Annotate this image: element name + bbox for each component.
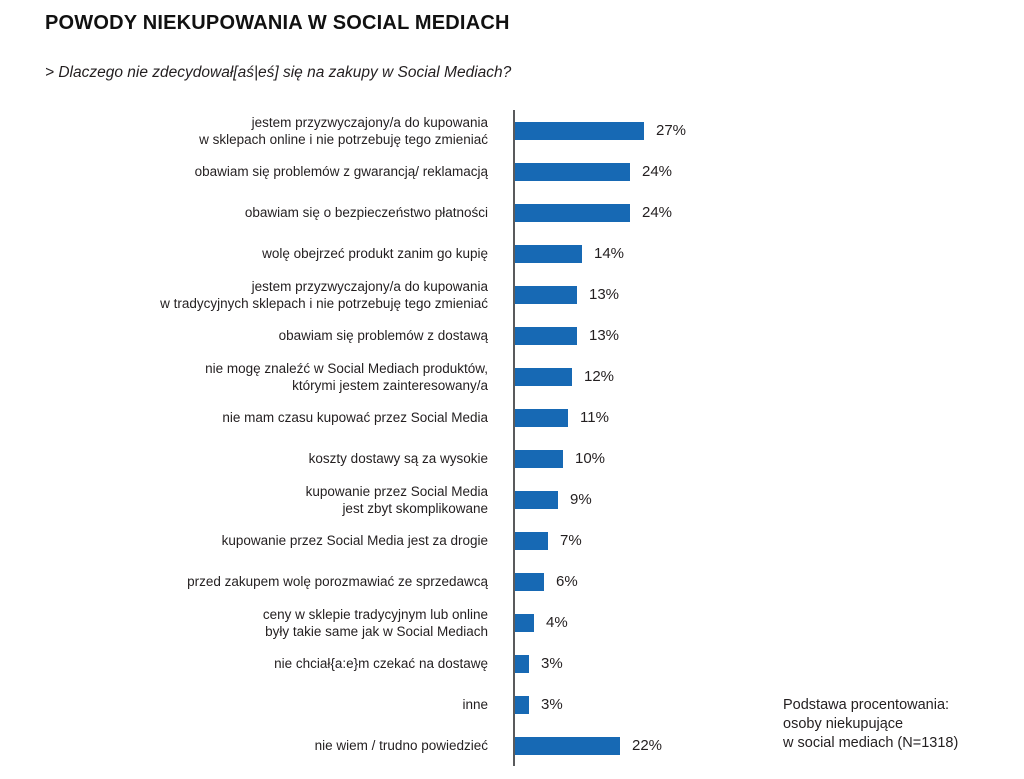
footnote-line: w social mediach (N=1318)	[783, 735, 959, 751]
bar	[515, 736, 620, 755]
category-label: nie chciał{a:e}m czekać na dostawę	[274, 656, 488, 671]
value-label: 22%	[632, 737, 663, 754]
bar-cell: 24%	[513, 151, 1024, 192]
bar	[515, 121, 644, 140]
bar-row: nie chciał{a:e}m czekać na dostawę 3%	[45, 643, 1024, 684]
bar	[515, 572, 544, 591]
value-label: 11%	[580, 409, 609, 426]
category-label: nie mogę znaleźć w Social Mediach produk…	[205, 360, 488, 393]
category-label: nie wiem / trudno powiedzieć	[314, 738, 488, 753]
bar-cell: 9%	[513, 479, 1024, 520]
category-label: jestem przyzwyczajony/a do kupowania w t…	[160, 278, 488, 311]
bar	[515, 162, 630, 181]
bar	[515, 449, 563, 468]
bar-cell: 7%	[513, 520, 1024, 561]
bar	[515, 203, 630, 222]
value-label: 13%	[589, 327, 620, 344]
bar-cell: 13%	[513, 315, 1024, 356]
value-label: 6%	[556, 573, 578, 590]
bar-row: jestem przyzwyczajony/a do kupowania w s…	[45, 110, 1024, 151]
category-label: ceny w sklepie tradycyjnym lub online by…	[262, 606, 488, 639]
value-label: 12%	[584, 368, 615, 385]
bar	[515, 408, 568, 427]
bar	[515, 244, 582, 263]
footnote-line: osoby niekupujące	[783, 716, 904, 732]
bar-row: obawiam się problemów z dostawą 13%	[45, 315, 1024, 356]
bar-row: inne 3%	[45, 684, 1024, 725]
category-label: kupowanie przez Social Media jest zbyt s…	[305, 483, 488, 516]
value-label: 7%	[560, 532, 582, 549]
bar-row: nie mogę znaleźć w Social Mediach produk…	[45, 356, 1024, 397]
category-label: koszty dostawy są za wysokie	[308, 451, 488, 466]
bar-chart-rows: jestem przyzwyczajony/a do kupowania w s…	[45, 110, 1024, 766]
footnote-line: Podstawa procentowania:	[783, 697, 950, 713]
value-label: 13%	[589, 286, 620, 303]
bar-row: wolę obejrzeć produkt zanim go kupię 14%	[45, 233, 1024, 274]
bar-row: obawiam się o bezpieczeństwo płatności 2…	[45, 192, 1024, 233]
value-label: 24%	[642, 163, 673, 180]
value-label: 27%	[656, 122, 687, 139]
bar-row: nie mam czasu kupować przez Social Media…	[45, 397, 1024, 438]
value-label: 3%	[541, 655, 563, 672]
value-label: 4%	[546, 614, 568, 631]
bar-row: kupowanie przez Social Media jest za dro…	[45, 520, 1024, 561]
bar-cell: 13%	[513, 274, 1024, 315]
value-label: 10%	[575, 450, 606, 467]
category-label: jestem przyzwyczajony/a do kupowania w s…	[199, 114, 488, 147]
bar-cell: 12%	[513, 356, 1024, 397]
bar-cell: 4%	[513, 602, 1024, 643]
category-label: obawiam się problemów z dostawą	[278, 328, 488, 343]
bar-row: kupowanie przez Social Media jest zbyt s…	[45, 479, 1024, 520]
bar-row: obawiam się problemów z gwarancją/ rekla…	[45, 151, 1024, 192]
category-label: nie mam czasu kupować przez Social Media	[222, 410, 488, 425]
bar	[515, 326, 577, 345]
bar-cell: 11%	[513, 397, 1024, 438]
bar	[515, 490, 558, 509]
value-label: 14%	[594, 245, 625, 262]
value-label: 3%	[541, 696, 563, 713]
percentage-base-note: Podstawa procentowania: osoby niekupując…	[783, 696, 958, 753]
bar-cell: 3%	[513, 684, 1024, 725]
bar	[515, 367, 572, 386]
survey-question: > Dlaczego nie zdecydował[aś|eś] się na …	[45, 64, 512, 81]
bar	[515, 285, 577, 304]
bar-row: ceny w sklepie tradycyjnym lub online by…	[45, 602, 1024, 643]
value-label: 24%	[642, 204, 673, 221]
bar-row: przed zakupem wolę porozmawiać ze sprzed…	[45, 561, 1024, 602]
bar-cell: 10%	[513, 438, 1024, 479]
category-label: kupowanie przez Social Media jest za dro…	[221, 533, 488, 548]
page-title: POWODY NIEKUPOWANIA W SOCIAL MEDIACH	[45, 12, 510, 34]
category-label: inne	[462, 697, 488, 712]
bar-row: nie wiem / trudno powiedzieć 22%	[45, 725, 1024, 766]
bar	[515, 613, 534, 632]
bar-cell: 24%	[513, 192, 1024, 233]
bar-row: jestem przyzwyczajony/a do kupowania w t…	[45, 274, 1024, 315]
category-label: obawiam się o bezpieczeństwo płatności	[244, 205, 488, 220]
bar	[515, 531, 548, 550]
bar	[515, 695, 529, 714]
value-label: 9%	[570, 491, 592, 508]
category-label: wolę obejrzeć produkt zanim go kupię	[262, 246, 488, 261]
bar	[515, 654, 529, 673]
bar-row: koszty dostawy są za wysokie 10%	[45, 438, 1024, 479]
bar-cell: 27%	[513, 110, 1024, 151]
bar-chart: jestem przyzwyczajony/a do kupowania w s…	[45, 110, 1024, 766]
bar-cell: 6%	[513, 561, 1024, 602]
bar-cell: 3%	[513, 643, 1024, 684]
category-label: obawiam się problemów z gwarancją/ rekla…	[194, 164, 488, 179]
category-label: przed zakupem wolę porozmawiać ze sprzed…	[187, 574, 488, 589]
bar-cell: 14%	[513, 233, 1024, 274]
bar-cell: 22%	[513, 725, 1024, 766]
